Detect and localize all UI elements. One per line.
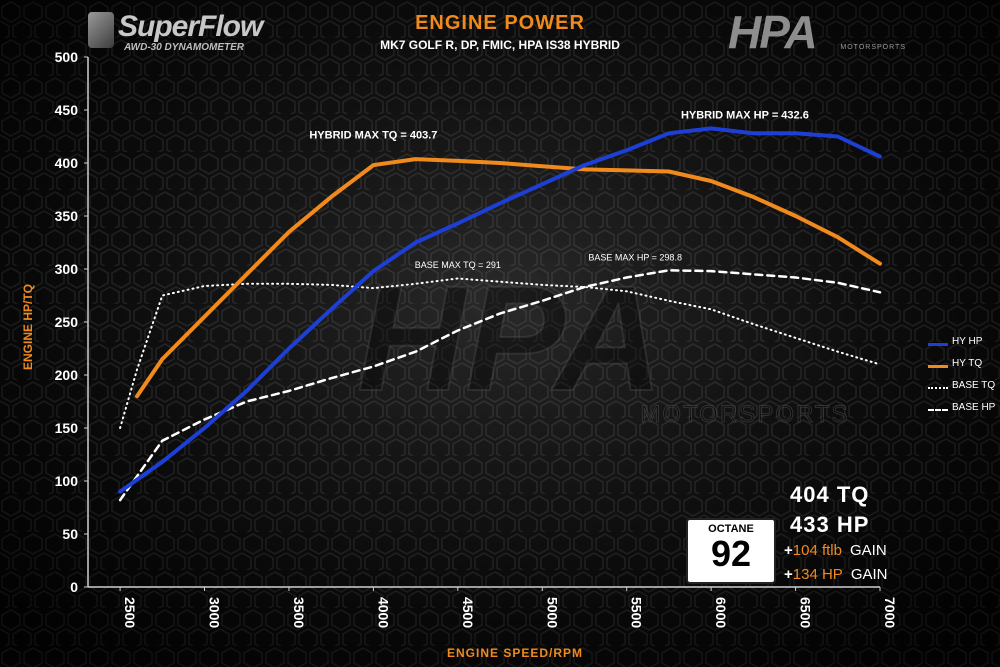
chart-subtitle: MK7 GOLF R, DP, FMIC, HPA IS38 HYBRID: [380, 38, 620, 52]
annotation-label: BASE MAX TQ = 291: [415, 260, 501, 270]
hpa-logo: HPA: [728, 6, 818, 58]
y-tick-label: 350: [55, 208, 79, 224]
y-tick-label: 500: [55, 49, 79, 65]
torque-gain-plus: +: [784, 542, 793, 559]
y-tick-label: 0: [70, 579, 78, 595]
x-tick-label: 3000: [207, 597, 223, 628]
total-torque: 404 TQ: [790, 482, 870, 507]
chart-axes: 0 50 100 150 200 250 300 350 400 450 500 2500 3000 35…: [55, 49, 898, 628]
chart-series: [118, 126, 882, 502]
series-line-hy-tq: [135, 157, 882, 399]
legend-label-base-hp: BASE HP: [952, 402, 996, 413]
x-axis-label: ENGINE SPEED/RPM: [446, 646, 584, 660]
x-tick-label: 5000: [544, 597, 560, 628]
legend-label-base-tq: BASE TQ: [952, 380, 996, 391]
octane-label: OCTANE: [708, 523, 754, 535]
torque-gain: +104 ftlb GAIN: [784, 542, 887, 559]
x-tick-label: 5500: [629, 597, 645, 628]
horsepower-gain-value: 134 HP: [792, 566, 843, 583]
legend-item-hy-tq: HY TQ: [928, 356, 1000, 378]
chart-annotations: HYBRID MAX TQ = 403.7 HYBRID MAX HP = 432…: [309, 109, 808, 269]
x-tick-label: 4500: [460, 597, 476, 628]
x-tick-label: 4000: [375, 597, 391, 628]
torque-gain-value: 104 ftlb: [792, 542, 842, 559]
watermark-subtext: MOTORSPORTS: [640, 401, 849, 428]
octane-value: 92: [710, 533, 752, 574]
y-tick-label: 100: [55, 473, 79, 489]
hpa-logo-sub: MOTORSPORTS: [840, 44, 906, 51]
results-panel: OCTANE 92 404 TQ 433 HP +104 ftlb GAIN +1…: [686, 482, 916, 594]
superflow-logo: SuperFlow AWD-30 DYNAMOMETER: [88, 10, 273, 54]
torque-gain-word: GAIN: [849, 542, 887, 559]
annotation-label: HYBRID MAX TQ = 403.7: [309, 130, 437, 142]
x-tick-label: 7000: [882, 597, 898, 628]
horsepower-gain-plus: +: [784, 566, 793, 583]
y-tick-label: 50: [62, 526, 78, 542]
y-tick-label: 250: [55, 314, 79, 330]
superflow-logo-sub: AWD-30 DYNAMOMETER: [124, 42, 245, 53]
legend-label-hy-tq: HY TQ: [952, 358, 983, 369]
y-tick-label: 150: [55, 420, 79, 436]
legend-item-base-hp: BASE HP: [928, 400, 1000, 422]
series-line-base-tq: [119, 277, 881, 429]
legend-swatch-hy-tq: [928, 365, 948, 368]
horsepower-gain-word: GAIN: [850, 566, 888, 583]
chart-legend: HY HP HY TQ BASE TQ BASE HP: [928, 334, 1000, 422]
octane-badge: OCTANE 92: [686, 518, 776, 584]
legend-item-base-tq: BASE TQ: [928, 378, 1000, 400]
y-tick-label: 450: [55, 102, 79, 118]
horsepower-gain: +134 HP GAIN: [784, 566, 888, 583]
annotation-label: BASE MAX HP = 298.8: [588, 253, 682, 263]
superflow-logo-name: SuperFlow: [118, 10, 263, 43]
legend-swatch-base-tq: [928, 387, 948, 389]
annotation-label: HYBRID MAX HP = 432.6: [681, 109, 809, 121]
legend-swatch-hy-hp: [928, 343, 948, 346]
y-axis-label: ENGINE HP/TQ: [21, 284, 35, 371]
legend-swatch-base-hp: [928, 409, 948, 411]
legend-label-hy-hp: HY HP: [952, 336, 983, 347]
y-tick-label: 300: [55, 261, 79, 277]
y-tick-label: 200: [55, 367, 79, 383]
chart-title: ENGINE POWER: [415, 12, 585, 34]
series-line-base-hp: [118, 269, 882, 502]
series-line-hy-hp: [118, 126, 882, 494]
x-tick-label: 6000: [713, 597, 729, 628]
total-horsepower: 433 HP: [790, 512, 870, 537]
legend-item-hy-hp: HY HP: [928, 334, 1000, 356]
x-tick-label: 6500: [798, 597, 814, 628]
x-tick-label: 2500: [122, 597, 138, 628]
x-tick-label: 3500: [291, 597, 307, 628]
y-tick-label: 400: [55, 155, 79, 171]
superflow-mark-icon: [88, 12, 114, 48]
